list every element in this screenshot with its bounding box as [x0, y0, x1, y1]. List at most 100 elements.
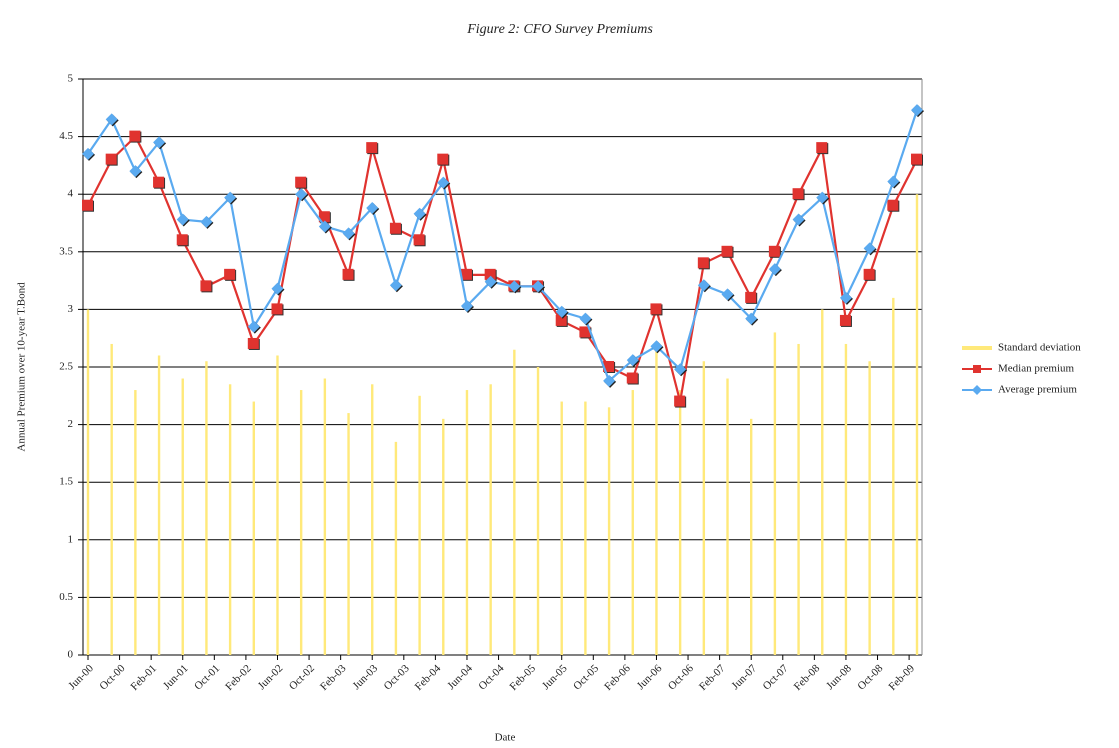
- bar: [844, 343, 848, 655]
- marker: [626, 354, 639, 367]
- marker: [579, 326, 591, 338]
- y-tick-label: 1.5: [59, 476, 73, 488]
- bar: [181, 378, 184, 655]
- marker: [271, 282, 284, 295]
- legend-label: Standard deviation: [998, 342, 1081, 354]
- marker: [460, 299, 473, 312]
- series-line: [87, 109, 919, 383]
- marker: [532, 280, 545, 293]
- marker: [674, 395, 686, 407]
- bar: [678, 390, 682, 655]
- marker: [579, 312, 592, 325]
- marker: [366, 142, 378, 154]
- x-tick-label: Oct-07: [761, 662, 791, 692]
- marker: [295, 188, 308, 201]
- legend-swatch: [962, 346, 992, 350]
- y-tick-label: 0: [68, 649, 74, 661]
- marker: [911, 104, 923, 117]
- marker: [839, 314, 851, 326]
- bar: [892, 297, 895, 655]
- marker: [745, 291, 757, 303]
- y-tick-label: 4.5: [59, 130, 73, 142]
- marker: [318, 220, 331, 233]
- marker: [650, 303, 662, 315]
- x-tick-label: Jun-00: [66, 662, 96, 692]
- marker: [176, 234, 188, 246]
- marker: [389, 222, 401, 234]
- x-tick-label: Feb-03: [318, 662, 349, 693]
- marker: [176, 213, 189, 226]
- marker: [437, 153, 449, 165]
- marker: [413, 207, 426, 220]
- marker: [745, 312, 758, 325]
- marker: [508, 280, 521, 293]
- bar: [299, 390, 303, 655]
- bar: [110, 343, 113, 655]
- bar: [915, 194, 919, 655]
- marker: [200, 215, 213, 228]
- x-tick-label: Feb-06: [602, 662, 633, 693]
- bar: [797, 343, 800, 655]
- marker: [295, 176, 307, 188]
- marker: [105, 153, 117, 165]
- bar: [489, 384, 492, 655]
- x-tick-label: Feb-07: [697, 662, 728, 693]
- bar: [86, 309, 90, 655]
- marker: [863, 268, 875, 280]
- bar: [418, 395, 421, 655]
- marker: [366, 202, 379, 215]
- bar: [607, 407, 611, 655]
- bar: [276, 355, 279, 655]
- x-tick-label: Jun-02: [256, 662, 286, 692]
- marker: [413, 234, 425, 246]
- marker: [603, 374, 616, 387]
- chart-title: Figure 2: CFO Survey Premiums: [466, 22, 653, 37]
- bar: [347, 413, 350, 655]
- marker: [342, 227, 355, 240]
- x-tick-label: Feb-09: [886, 662, 917, 693]
- marker: [247, 320, 260, 333]
- x-tick-label: Oct-05: [571, 662, 601, 692]
- bar: [773, 332, 777, 655]
- x-tick-label: Oct-06: [666, 662, 696, 692]
- bar: [631, 390, 634, 655]
- y-tick-label: 3.5: [59, 245, 73, 257]
- y-tick-label: 2: [68, 418, 74, 430]
- marker: [650, 340, 663, 353]
- series-line: [87, 134, 918, 402]
- marker: [153, 136, 166, 149]
- marker: [555, 305, 568, 318]
- marker: [271, 303, 283, 315]
- x-tick-label: Oct-01: [192, 662, 222, 692]
- marker: [887, 175, 900, 188]
- marker: [816, 191, 829, 204]
- bar: [536, 367, 540, 655]
- marker: [318, 211, 330, 223]
- legend-label: Average premium: [998, 384, 1077, 396]
- legend-marker: [973, 365, 981, 373]
- y-tick-label: 0.5: [59, 591, 73, 603]
- marker: [697, 279, 710, 292]
- bar: [442, 418, 445, 655]
- x-tick-label: Oct-02: [287, 662, 317, 692]
- x-tick-label: Jun-07: [729, 662, 759, 692]
- x-tick-label: Oct-00: [97, 662, 127, 692]
- marker: [129, 130, 141, 142]
- bar: [205, 361, 208, 655]
- marker: [82, 199, 93, 211]
- x-tick-label: Jun-01: [161, 662, 191, 692]
- marker: [129, 165, 142, 178]
- marker: [484, 268, 496, 280]
- x-axis-label: Date: [495, 732, 516, 744]
- marker: [863, 242, 876, 255]
- bar: [702, 361, 706, 655]
- x-tick-label: Oct-04: [476, 662, 506, 692]
- marker: [460, 268, 472, 280]
- x-tick-label: Jun-05: [540, 662, 570, 692]
- bar: [394, 441, 398, 655]
- marker: [555, 314, 567, 326]
- bar: [134, 390, 137, 655]
- x-tick-label: Jun-08: [824, 662, 854, 692]
- marker: [721, 288, 734, 301]
